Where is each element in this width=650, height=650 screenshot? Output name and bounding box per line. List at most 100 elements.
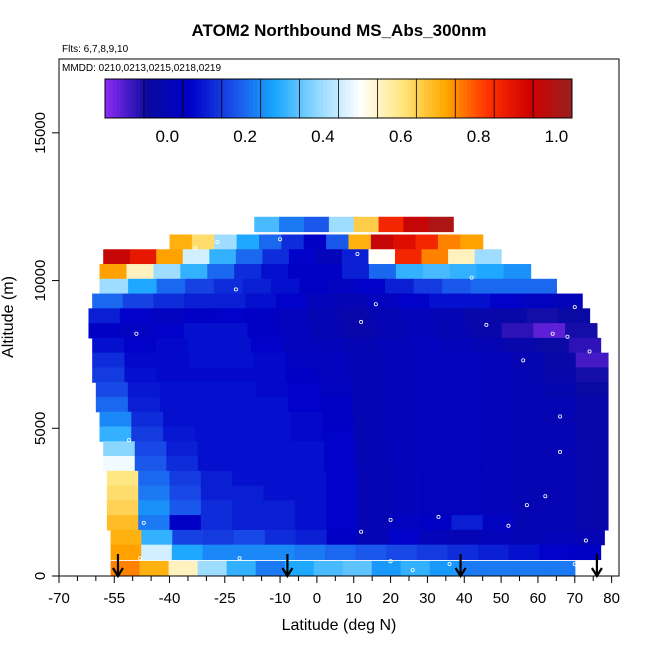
heatmap-cell [576,426,609,442]
colorbar-tick-label: 0.6 [389,127,413,146]
x-tick-label: 40 [456,590,473,607]
heatmap-cell [234,529,266,546]
heatmap-cell [295,529,328,546]
heatmap-cell [476,264,505,280]
heatmap-cell [213,278,243,295]
colorbar-tick-label: 0.0 [155,127,179,146]
heatmap-cell [576,441,609,457]
colorbar-strip [428,79,433,118]
colorbar-strip [229,79,234,118]
heatmap-cell [568,337,602,354]
heatmap-cell [385,278,415,295]
heatmap-cell [156,249,184,265]
sample-point [134,331,139,336]
colorbar-strip [509,79,515,118]
colorbar-strip [548,79,554,118]
sample-point [524,503,529,508]
colorbar-strip [284,79,289,118]
heatmap-cell [446,367,480,383]
y-tick-label: 0 [32,572,49,580]
heatmap-cell [420,485,452,501]
colorbar-strip [451,79,456,118]
heatmap-cell [159,382,193,398]
heatmap-cell [202,544,234,561]
heatmap-cell [110,560,141,577]
heatmap-cell [294,515,327,531]
heatmap-cell [400,560,431,577]
colorbar-strip [463,79,468,118]
heatmap-cell [438,323,471,339]
colorbar-strip [381,79,386,118]
heatmap-cell [451,500,484,516]
heatmap-cell [92,293,124,309]
y-tick-label: 10000 [32,260,49,302]
colorbar-strip [490,79,495,118]
heatmap-cell [141,544,173,561]
heatmap-cell [275,293,308,309]
heatmap-cell [575,396,609,413]
heatmap-cell [508,544,540,561]
sample-point [215,240,220,245]
heatmap-cell [326,234,350,250]
heatmap-cell [545,470,578,487]
heatmap-cell [263,544,295,561]
heatmap-cell [326,500,359,516]
heatmap-cell [420,500,452,516]
heatmap-cell [414,367,448,383]
heatmap-cell [437,234,461,250]
heatmap-cell [353,216,380,233]
heatmap-cell [234,264,262,280]
heatmap-cell [442,278,472,295]
colorbar-strip [342,79,347,118]
colorbar-strip [124,79,129,118]
heatmap-cell [103,456,136,472]
heatmap-cell [503,264,532,280]
heatmap-cell [221,367,254,383]
heatmap-cell [451,470,484,487]
heatmap-cell [284,560,315,577]
heatmap-cell [511,529,544,546]
heatmap-cell [264,529,297,546]
heatmap-cell [307,308,340,324]
heatmap-cell [127,382,161,398]
colorbar-strip [194,79,199,118]
heatmap-cell [479,396,513,413]
heatmap-cell [194,411,228,428]
heatmap-cell [544,441,578,457]
sample-point [583,538,588,543]
heatmap-cell [138,485,171,501]
heatmap-cell [200,500,233,516]
heatmap-cell [327,278,358,295]
heatmap-cell [123,337,157,354]
heatmap-cell [299,278,329,295]
sample-point [587,349,592,354]
heatmap-cell [245,293,277,309]
colorbar-strip [299,79,304,118]
heatmap-cell [526,308,559,324]
heatmap-cell [134,441,167,457]
heatmap-cell [422,264,451,280]
sample-point [355,251,360,256]
heatmap-cell [413,278,443,295]
heatmap-cell [182,308,215,324]
colorbar-strip [455,79,460,118]
heatmap-cell [479,352,512,369]
heatmap-cell [262,249,290,265]
heatmap-cell [460,234,484,250]
heatmap-cell [432,308,465,324]
colorbar-strip [264,79,269,118]
heatmap-cell [482,485,515,501]
colorbar-strip [221,79,227,118]
colorbar-strip [198,79,203,118]
heatmap-cell [395,264,424,280]
heatmap-cell [258,426,291,442]
heatmap-cell [99,426,132,442]
heatmap-cell [236,234,260,250]
colorbar-strip [564,79,569,118]
heatmap-cell [448,249,476,265]
heatmap-cell [99,264,128,280]
heatmap-cell [200,515,233,531]
heatmap-cell [418,456,451,472]
heatmap-cell [197,441,230,457]
heatmap-cell [138,470,171,487]
